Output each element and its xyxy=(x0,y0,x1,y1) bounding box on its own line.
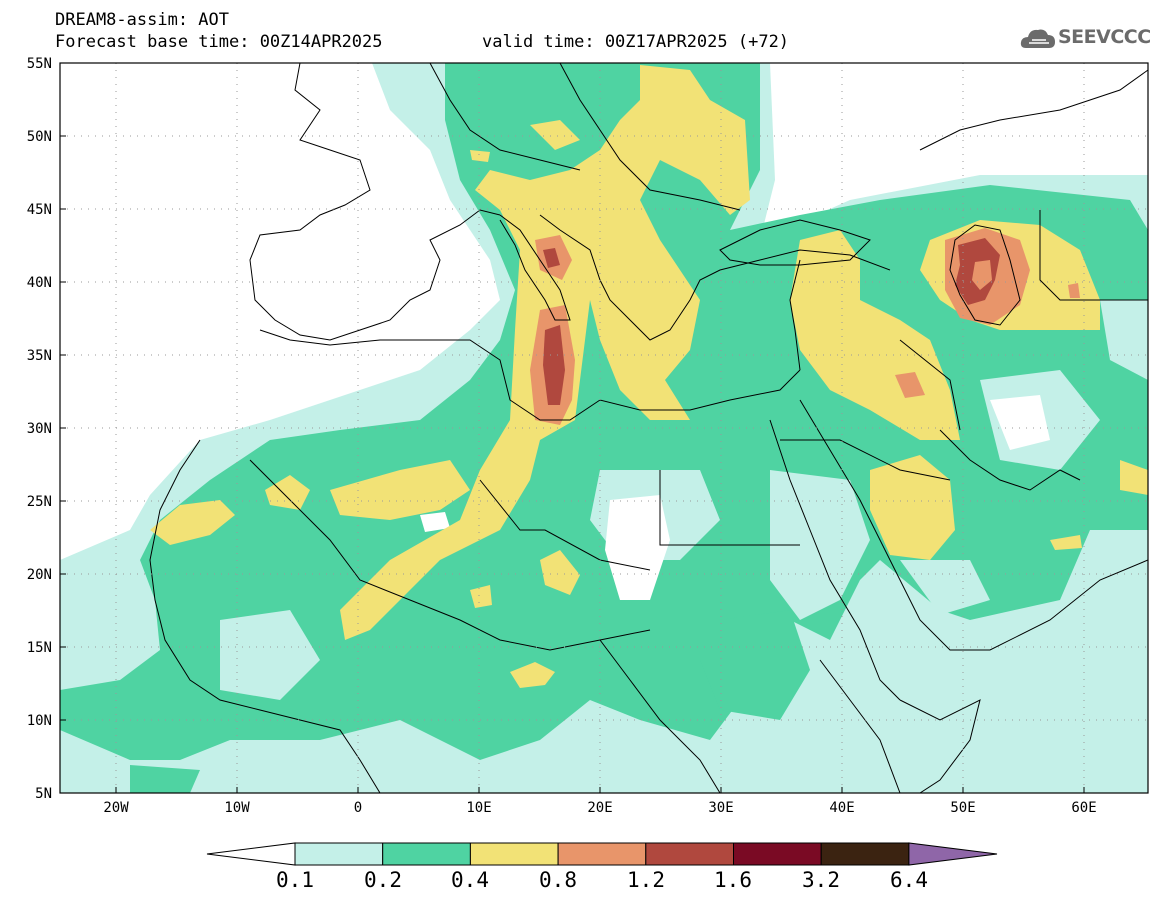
lat-label: 30N xyxy=(27,421,52,437)
lat-label: 50N xyxy=(27,129,52,145)
colorbar-label: 1.6 xyxy=(714,868,752,892)
colorbar-label: 1.2 xyxy=(627,868,665,892)
lon-label: 60E xyxy=(1071,800,1096,816)
valid-time: valid time: 00Z17APR2025 (+72) xyxy=(482,32,790,52)
colorbar xyxy=(206,842,998,866)
forecast-base-time: Forecast base time: 00Z14APR2025 xyxy=(55,32,383,52)
lon-label: 20W xyxy=(103,800,129,816)
colorbar-swatch xyxy=(820,842,910,866)
colorbar-swatch xyxy=(294,842,384,866)
aot-contour-0.2 xyxy=(60,63,1148,793)
lon-axis: 20W 10W 0 10E 20E 30E 40E 50E 60E xyxy=(103,787,1097,816)
colorbar-label: 0.8 xyxy=(539,868,577,892)
lat-label: 5N xyxy=(35,786,52,802)
aot-below-0.1-holes xyxy=(420,395,1050,600)
colorbar-under-triangle xyxy=(206,842,296,866)
lat-label: 15N xyxy=(27,640,52,656)
colorbar-swatch xyxy=(557,842,647,866)
lon-label: 10E xyxy=(466,800,491,816)
colorbar-label: 3.2 xyxy=(802,868,840,892)
colorbar-swatch xyxy=(645,842,734,866)
lat-label: 10N xyxy=(27,713,52,729)
lon-label: 30E xyxy=(708,800,733,816)
colorbar-label: 6.4 xyxy=(890,868,928,892)
colorbar-label: 0.1 xyxy=(276,868,314,892)
lon-label: 0 xyxy=(354,800,362,816)
lat-label: 20N xyxy=(27,567,52,583)
colorbar-label: 0.4 xyxy=(451,868,489,892)
lon-label: 20E xyxy=(587,800,612,816)
cloud-logo-icon xyxy=(1020,29,1055,48)
lat-label: 25N xyxy=(27,494,52,510)
colorbar-swatch xyxy=(733,842,822,866)
logo-text: SEEVCCC xyxy=(1058,26,1151,48)
colorbar-label: 0.2 xyxy=(364,868,402,892)
lat-axis: 55N 50N 45N 40N 35N 30N 25N 20N 15N 10N … xyxy=(27,56,66,802)
lat-label: 45N xyxy=(27,202,52,218)
lon-label: 10W xyxy=(224,800,250,816)
colorbar-swatch xyxy=(382,842,471,866)
coastlines xyxy=(149,63,1148,793)
lon-label: 50E xyxy=(950,800,975,816)
lon-label: 40E xyxy=(829,800,854,816)
colorbar-over-triangle xyxy=(908,842,998,866)
map-title: DREAM8-assim: AOT xyxy=(55,10,229,30)
lat-label: 55N xyxy=(27,56,52,72)
grid-lines xyxy=(60,63,1148,793)
lat-label: 40N xyxy=(27,275,52,291)
lat-label: 35N xyxy=(27,348,52,364)
colorbar-swatch xyxy=(469,842,559,866)
aot-field xyxy=(60,63,1148,793)
